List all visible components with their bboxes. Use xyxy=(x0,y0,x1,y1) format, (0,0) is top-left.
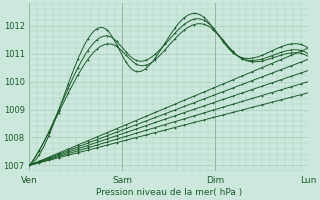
X-axis label: Pression niveau de la mer( hPa ): Pression niveau de la mer( hPa ) xyxy=(96,188,242,197)
